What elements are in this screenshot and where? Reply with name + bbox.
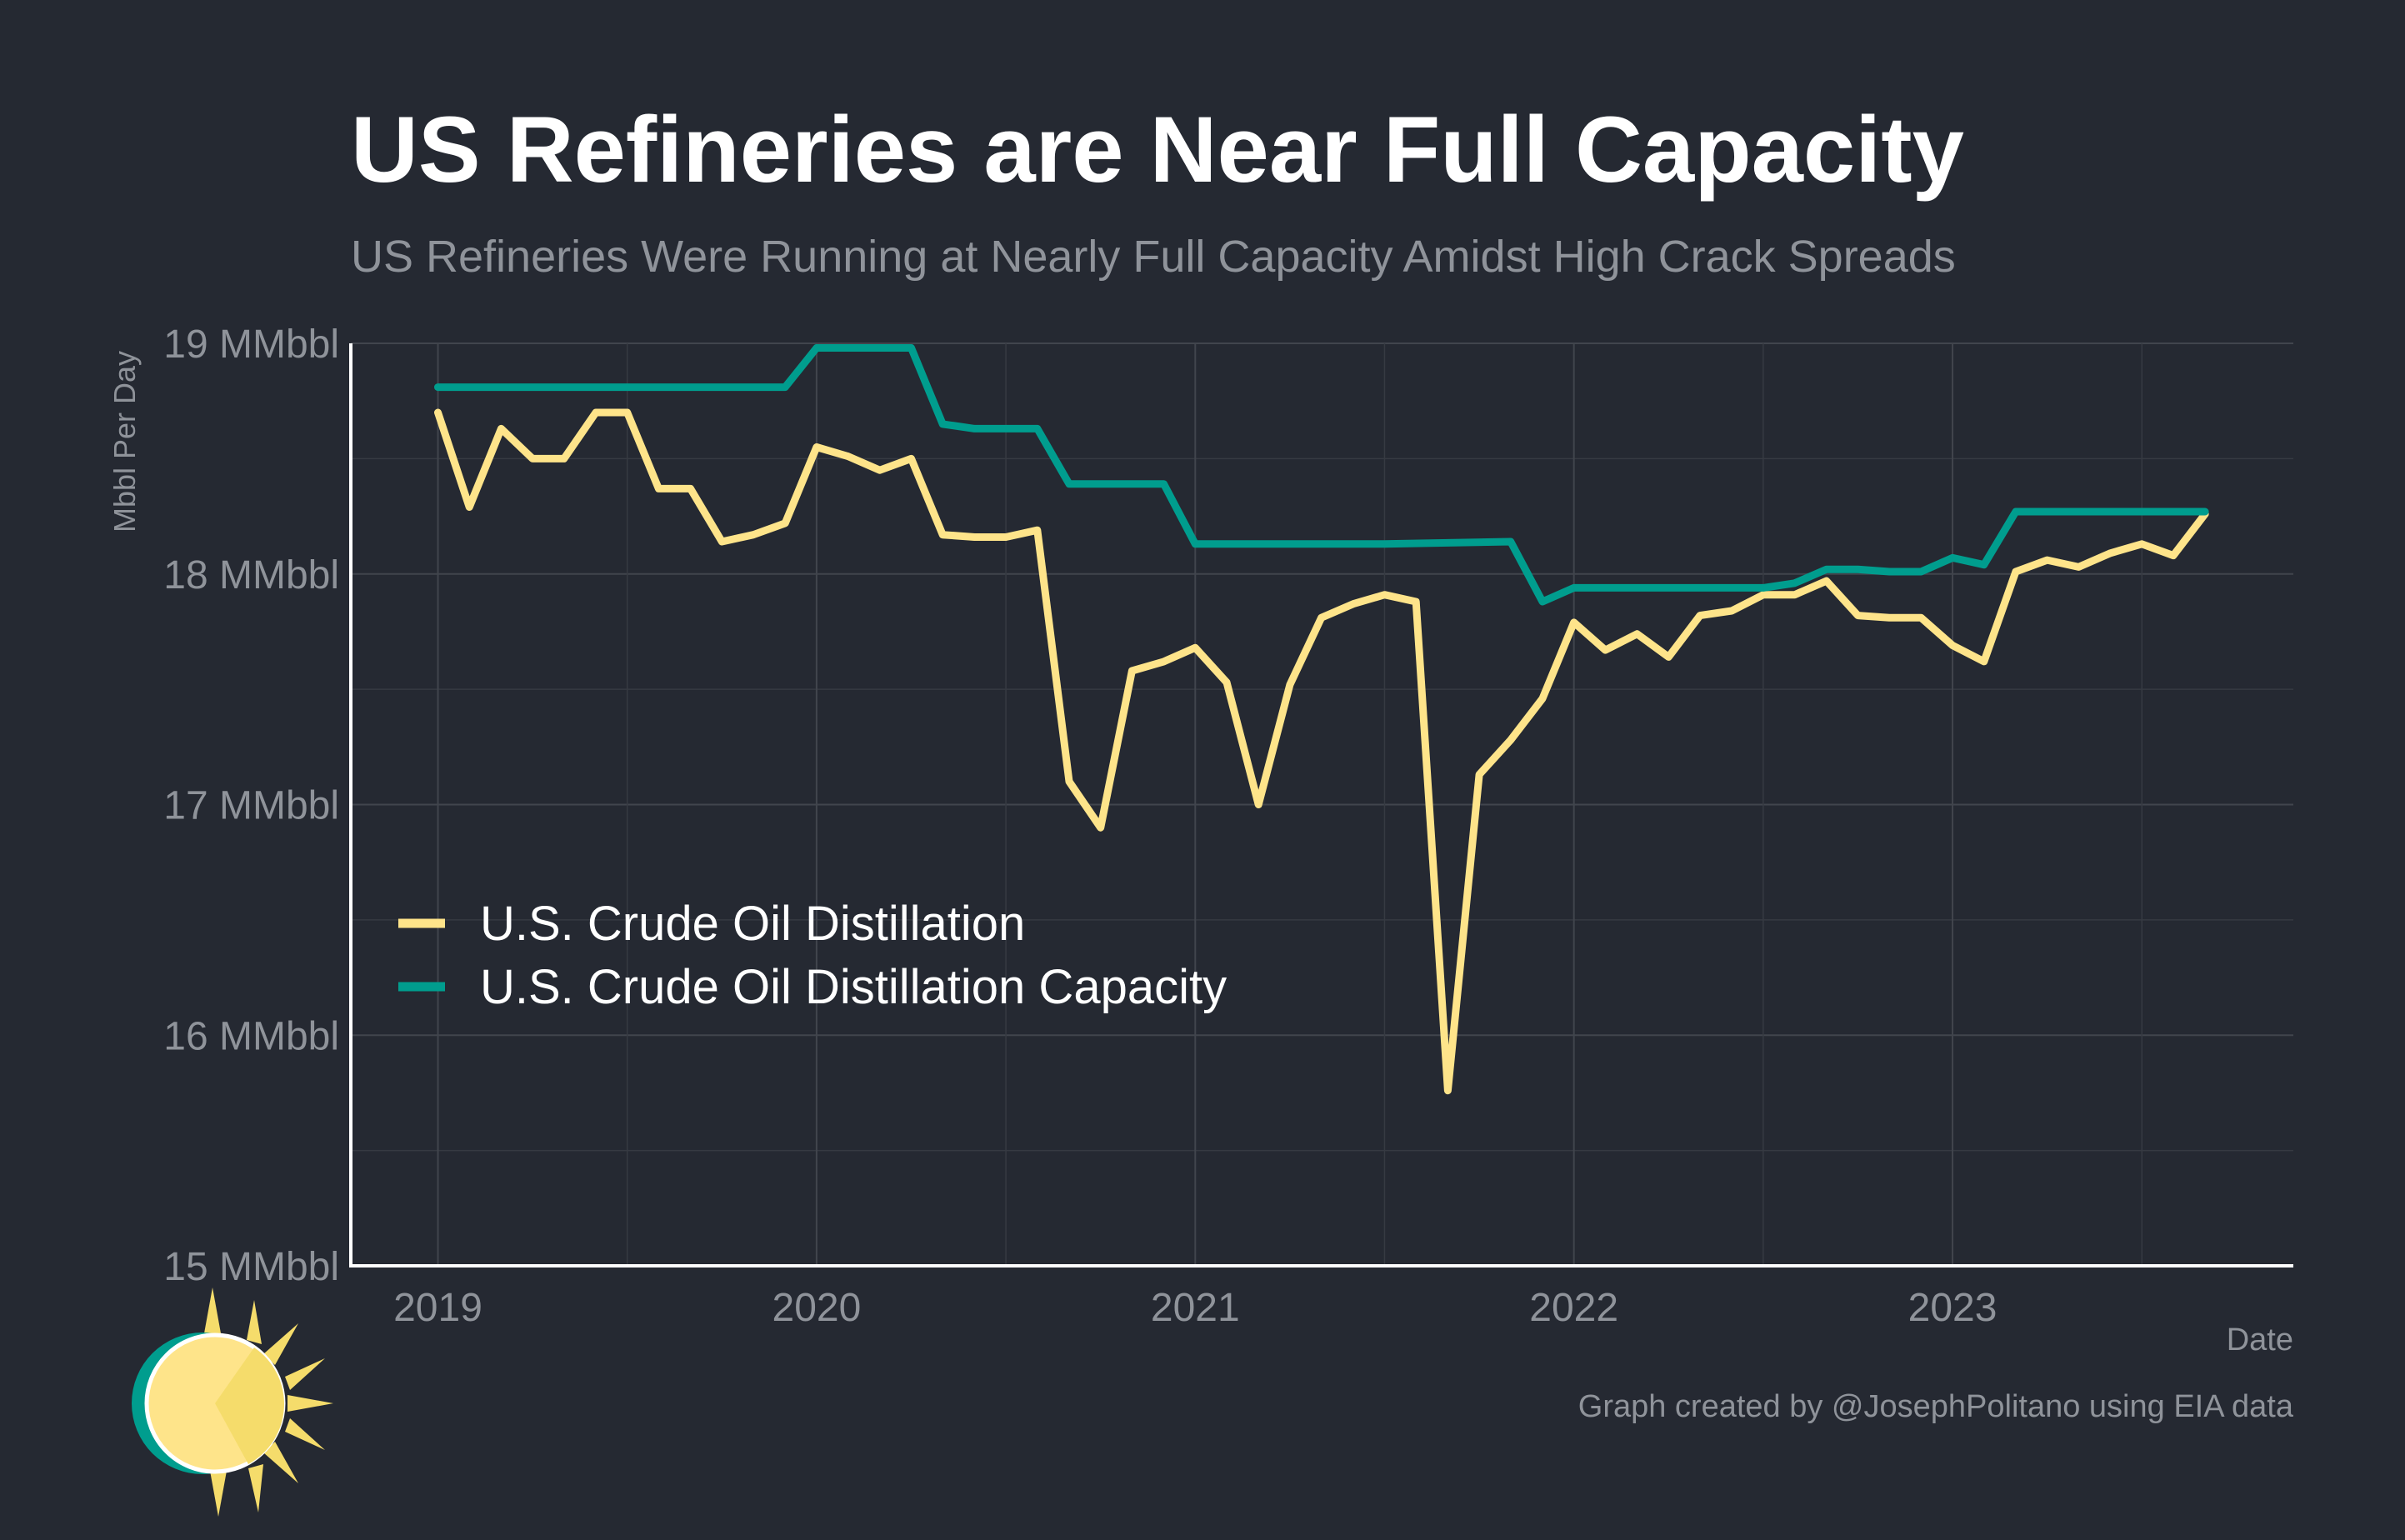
- legend-label: U.S. Crude Oil Distillation Capacity: [480, 960, 1227, 1014]
- capacity-line: [434, 344, 2209, 606]
- legend-label: U.S. Crude Oil Distillation: [480, 897, 1025, 951]
- chart-title: US Refineries are Near Full Capacity: [351, 98, 1964, 202]
- y-axis-label: Mbbl Per Day: [108, 351, 142, 532]
- y-tick-label: 19 MMbbl: [163, 322, 339, 367]
- x-tick-label: 2019: [393, 1286, 482, 1330]
- y-tick-label: 16 MMbbl: [163, 1014, 339, 1058]
- chart-subtitle: US Refineries Were Running at Nearly Ful…: [351, 232, 1956, 282]
- plot-series: [434, 344, 2209, 1095]
- grid-lines: [351, 342, 2293, 1267]
- axes: 15 MMbbl 16 MMbbl 17 MMbbl 18 MMbbl 19 MMbbl…: [163, 322, 2293, 1330]
- x-tick-label: 2023: [1908, 1286, 1998, 1330]
- distillation-line: [434, 408, 2209, 1095]
- x-tick-label: 2022: [1529, 1286, 1618, 1330]
- x-tick-label: 2020: [772, 1286, 862, 1330]
- source-caption: Graph created by @JosephPolitano using E…: [1578, 1389, 2294, 1424]
- x-axis-label: Date: [2227, 1322, 2293, 1358]
- x-tick-label: 2021: [1151, 1286, 1240, 1330]
- y-tick-label: 17 MMbbl: [163, 784, 339, 828]
- y-tick-label: 18 MMbbl: [163, 553, 339, 598]
- legend: U.S. Crude Oil Distillation U.S. Crude Oi…: [398, 897, 1227, 1014]
- sun-logo-icon: [132, 1288, 333, 1517]
- y-tick-label: 15 MMbbl: [163, 1245, 339, 1289]
